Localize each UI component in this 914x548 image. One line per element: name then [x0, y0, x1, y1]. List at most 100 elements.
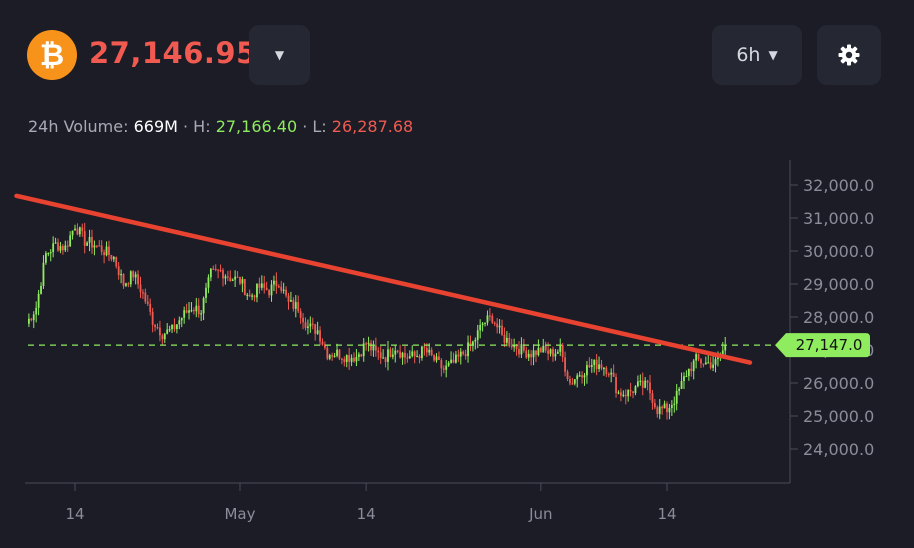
candle-body — [27, 318, 30, 324]
candle — [331, 352, 334, 361]
candle-body — [195, 305, 198, 312]
candle — [83, 222, 86, 254]
candle-body — [183, 310, 186, 318]
candle — [627, 389, 630, 402]
y-tick-label: 24,000.0 — [803, 440, 874, 459]
candle-body — [704, 362, 707, 365]
candle-body — [539, 347, 542, 353]
candle-body — [377, 350, 380, 353]
candle-body — [226, 276, 229, 278]
candle-body — [544, 345, 547, 351]
candle — [421, 345, 423, 361]
candle — [474, 337, 477, 350]
candle-body — [168, 329, 171, 331]
settings-button[interactable] — [817, 25, 881, 85]
candle-body — [411, 351, 414, 357]
candle-body — [542, 345, 545, 353]
candle — [311, 317, 314, 330]
candle-body — [37, 293, 40, 308]
candle — [457, 349, 460, 363]
candle-body — [712, 364, 715, 368]
candle-body — [658, 406, 661, 414]
candle — [571, 377, 574, 385]
candle-body — [639, 380, 642, 382]
candle — [505, 331, 508, 347]
candle — [32, 311, 35, 329]
candle — [433, 354, 435, 362]
candle — [285, 286, 287, 298]
candle — [389, 347, 392, 358]
candle-body — [287, 295, 290, 302]
candle — [40, 282, 42, 295]
candle — [561, 342, 564, 363]
candle — [290, 291, 292, 302]
resistance-trendline[interactable] — [14, 193, 753, 365]
candle-body — [663, 403, 666, 409]
candle-body — [622, 394, 625, 397]
candle — [127, 282, 130, 288]
candle — [462, 350, 465, 356]
candle — [556, 349, 559, 355]
candle-body — [605, 367, 608, 375]
y-tick-label: 25,000.0 — [803, 407, 874, 426]
candle — [323, 341, 326, 350]
candle — [573, 379, 576, 386]
candle-body — [311, 323, 314, 325]
candle — [207, 274, 210, 294]
candle — [447, 361, 450, 367]
candle — [42, 255, 45, 289]
candle — [610, 368, 613, 383]
candle-body — [678, 388, 681, 391]
interval-selector[interactable]: 6h ▼ — [712, 25, 802, 85]
candle — [35, 301, 38, 323]
candle-body — [171, 324, 173, 330]
candle — [95, 245, 98, 249]
candle — [605, 365, 608, 378]
candle-body — [598, 364, 600, 369]
candle — [510, 338, 513, 350]
candle — [586, 361, 588, 384]
candle-body — [365, 343, 368, 345]
candle-body — [435, 356, 438, 361]
candle-body — [231, 279, 234, 281]
candle-body — [59, 246, 62, 251]
candle-body — [108, 246, 110, 255]
candle — [559, 338, 562, 357]
candle-body — [484, 322, 486, 324]
candle — [372, 340, 375, 357]
current-price: 27,146.95 — [89, 36, 257, 70]
candle-body — [469, 342, 472, 346]
candle — [382, 349, 385, 359]
candle — [149, 298, 152, 316]
candle-body — [593, 359, 596, 366]
candle — [224, 274, 227, 285]
candle — [537, 339, 540, 357]
candle-body — [44, 253, 47, 263]
candle-body — [532, 350, 535, 358]
y-tick-label: 32,000.0 — [803, 176, 874, 195]
candle — [134, 271, 137, 285]
candle — [508, 333, 511, 348]
price-chart[interactable]: 24,000.025,000.026,000.027,000.028,000.0… — [0, 150, 914, 548]
candle-body — [372, 345, 375, 351]
candle — [690, 362, 693, 377]
candle-body — [379, 352, 382, 358]
candle — [64, 240, 67, 253]
candle — [367, 336, 370, 352]
candle — [576, 373, 579, 388]
candle-body — [98, 245, 101, 247]
candle-body — [522, 344, 525, 351]
candle-body — [202, 297, 205, 314]
pair-dropdown-button[interactable]: ▼ — [249, 25, 310, 85]
bitcoin-icon: ₿ — [27, 30, 77, 80]
candle-body — [154, 324, 156, 328]
candle-body — [316, 330, 319, 334]
candle-body — [569, 378, 571, 384]
candle — [47, 252, 50, 257]
y-tick-label: 29,000.0 — [803, 275, 874, 294]
candle — [484, 322, 486, 327]
candle-body — [401, 352, 404, 358]
candle — [180, 317, 183, 328]
candle-body — [537, 347, 540, 356]
candle — [464, 349, 467, 360]
